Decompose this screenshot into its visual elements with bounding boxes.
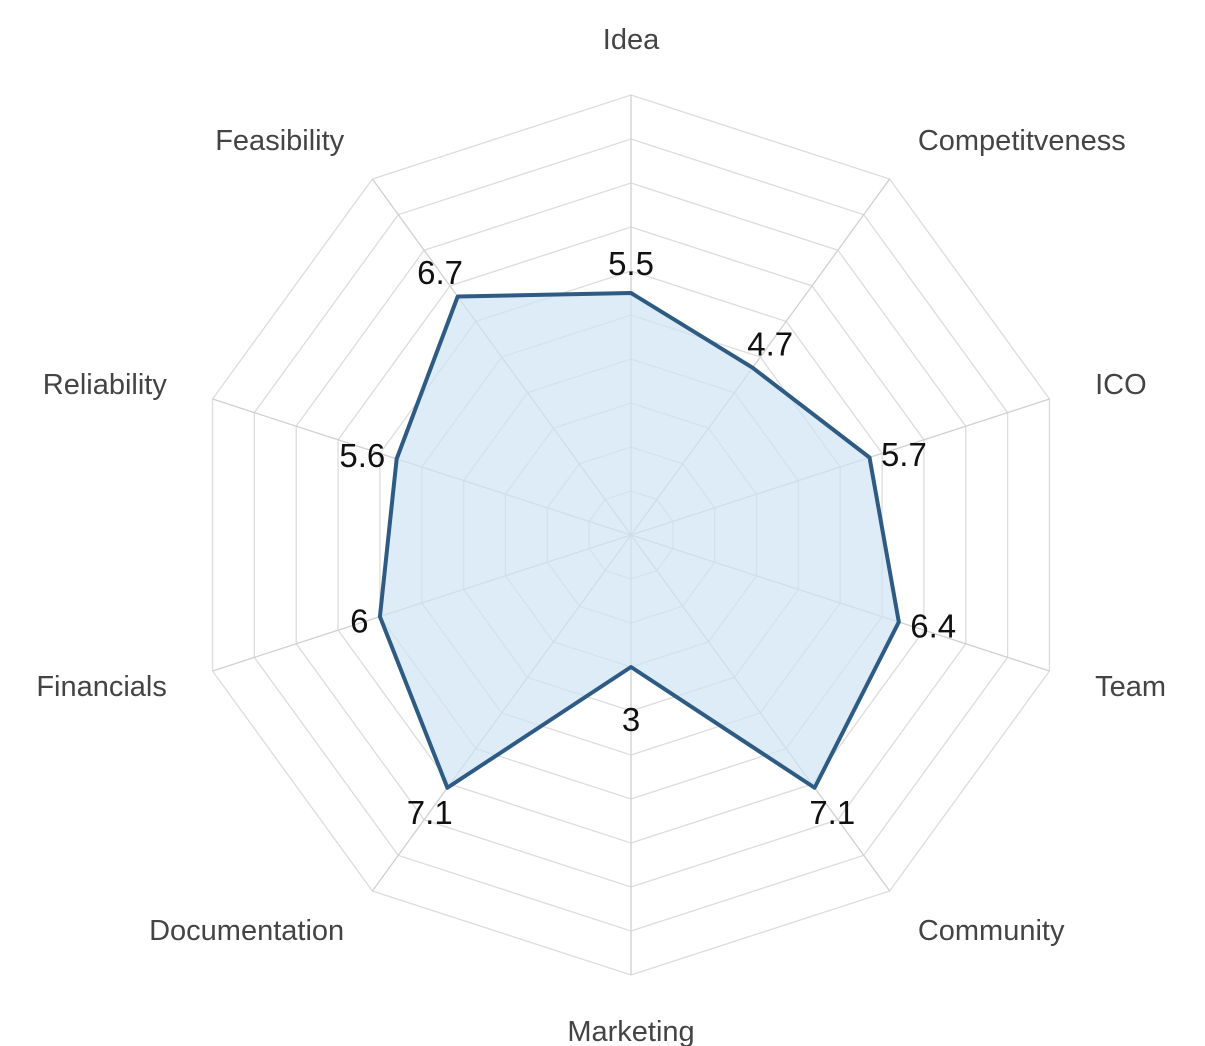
axis-label-team: Team (1095, 671, 1166, 703)
value-label-financials: 6 (350, 602, 368, 639)
value-label-ico: 5.7 (881, 436, 927, 473)
axis-label-financials: Financials (36, 671, 167, 703)
value-label-reliability: 5.6 (339, 437, 385, 474)
data-layer (377, 291, 901, 790)
series-polygon (377, 291, 901, 790)
value-label-idea: 5.5 (608, 245, 654, 282)
axis-label-competitveness: Competitveness (918, 125, 1126, 157)
axis-label-documentation: Documentation (149, 915, 344, 947)
value-label-community: 7.1 (809, 794, 855, 831)
value-labels: 5.5 4.7 5.7 6.4 7.1 3 7.1 6 5.6 6.7 (339, 245, 956, 831)
value-label-team: 6.4 (910, 608, 956, 645)
axis-label-community: Community (918, 915, 1065, 947)
value-label-documentation: 7.1 (407, 794, 453, 831)
value-label-marketing: 3 (622, 701, 640, 738)
axis-label-idea: Idea (603, 24, 660, 56)
value-label-feasibility: 6.7 (417, 254, 463, 291)
axis-label-reliability: Reliability (43, 369, 168, 401)
axis-labels: Idea Competitveness ICO Team Community Market… (36, 24, 1166, 1046)
axis-label-marketing: Marketing (567, 1016, 694, 1046)
axis-label-ico: ICO (1095, 369, 1147, 401)
value-label-competitveness: 4.7 (747, 325, 793, 362)
axis-label-feasibility: Feasibility (215, 125, 344, 157)
